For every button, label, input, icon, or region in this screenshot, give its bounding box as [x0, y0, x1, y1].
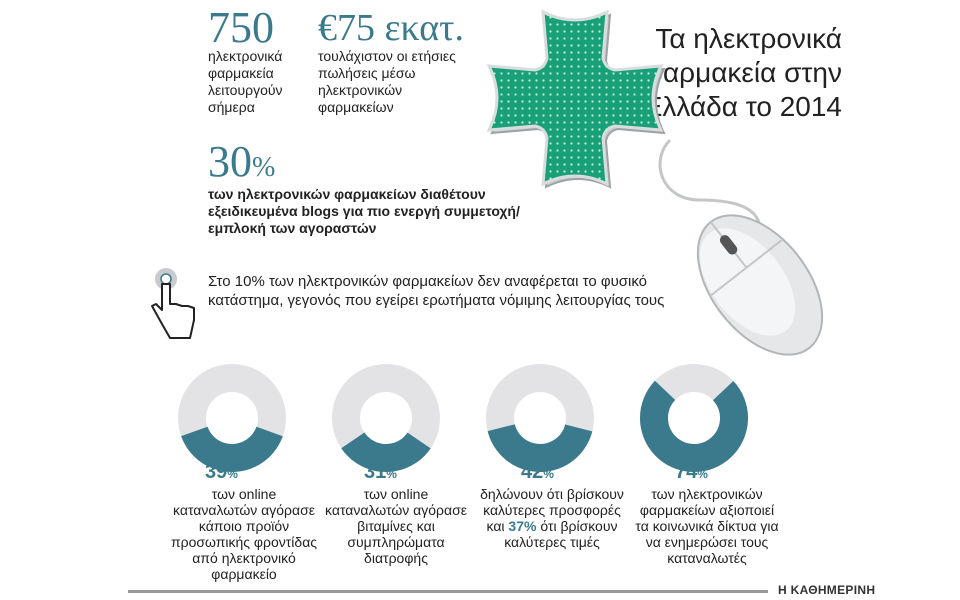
donut-chart-1	[178, 364, 286, 472]
donut-chart-2	[332, 364, 440, 472]
store-note: Στο 10% των ηλεκτρονικών φαρμακείων δεν …	[208, 273, 665, 309]
donut-desc-3-inline-value: 37%	[508, 518, 537, 534]
hand-cursor-icon	[151, 268, 195, 339]
donut-unit-4: %	[697, 467, 708, 481]
stat-value-sales: €75 εκατ.	[318, 7, 464, 49]
donut-desc-3-after: ότι βρίσκουν καλύτερες τιμές	[504, 518, 618, 550]
stat-text-blogs: των ηλεκτρονικών φαρμακείων διαθέτουν εξ…	[208, 186, 520, 236]
donut-chart-3	[486, 364, 594, 472]
donut-value-3: 42	[521, 461, 544, 483]
donut-value-1: 39	[205, 461, 228, 483]
stat-text-sales: τουλάχιστον οι ετήσιες πωλήσεις μέσω ηλε…	[318, 48, 456, 115]
donut-label-2: 31%	[364, 461, 397, 484]
donut-slice-42	[486, 364, 594, 472]
donut-unit-1: %	[227, 467, 238, 481]
footer-brand: Η ΚΑΘΗΜΕΡΙΝΗ	[778, 583, 876, 597]
blogs-unit: %	[252, 152, 276, 183]
donut-label-3: 42%	[521, 461, 554, 484]
donut-desc-2: των online καταναλωτών αγόρασε βιταμίνες…	[325, 486, 467, 566]
donut-desc-4: των ηλεκτρονικών φαρμακείων αξιοποιεί τα…	[635, 486, 779, 566]
donut-label-4: 74%	[675, 461, 708, 484]
donut-chart-4	[640, 364, 748, 472]
donut-value-4: 74	[675, 461, 698, 483]
stat-text-pharmacies: ηλεκτρονικά φαρμακεία λειτουργούν σήμερα	[208, 48, 283, 115]
donut-desc-3-before: δηλώνουν ότι βρίσκουν καλύτερες προσφορέ…	[480, 486, 624, 534]
donut-label-1: 39%	[205, 461, 238, 484]
donut-desc-1: των online καταναλωτών αγόρασε κάποιο πρ…	[170, 486, 318, 582]
donut-desc-3: δηλώνουν ότι βρίσκουν καλύτερες προσφορέ…	[477, 486, 627, 550]
donut-unit-3: %	[543, 467, 554, 481]
blogs-number: 30	[208, 137, 252, 186]
donut-slice-31	[332, 364, 440, 472]
stat-value-blogs: 30%	[208, 140, 275, 190]
bottom-divider	[128, 590, 768, 593]
computer-mouse-icon	[658, 138, 824, 356]
page-title: Τα ηλεκτρονικά φαρμακεία στην Ελλάδα το …	[643, 23, 842, 122]
donut-unit-2: %	[386, 467, 397, 481]
pharmacy-cross-icon	[486, 9, 666, 189]
stat-value-pharmacies: 750	[208, 3, 274, 52]
donut-slice-39	[178, 364, 286, 472]
donut-value-2: 31	[364, 461, 387, 483]
